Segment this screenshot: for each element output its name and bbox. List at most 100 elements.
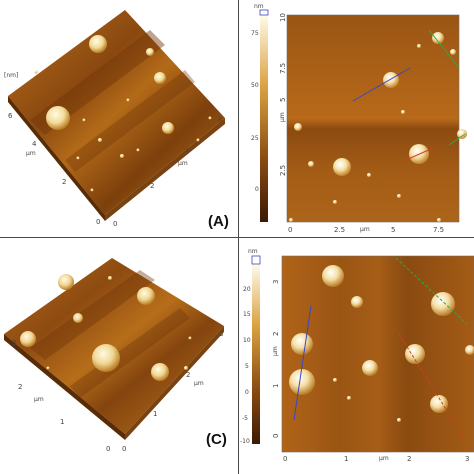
particle	[46, 106, 70, 130]
panel-a-y-tick: 0	[96, 218, 101, 226]
panel-d-colorbar-tick: 15	[243, 311, 251, 318]
panel-d-y-tick: 0	[272, 433, 280, 438]
particle	[308, 161, 314, 167]
surface-stripe	[65, 70, 195, 172]
panel-c-y-tick: 3	[12, 339, 17, 347]
panel-c-3d-afm: 3 2 μm 1 0 0 1 2 μm 3 (C)	[0, 238, 238, 474]
surface-edge-right	[125, 326, 224, 440]
panel-d-2d-afm: nm 20 15 10 5 0 -5 -10 3 2 μm 1 0 0 1 μm…	[239, 238, 474, 474]
colorbar-b-cap	[259, 9, 269, 16]
panel-a-y-tick: 4	[32, 140, 37, 148]
measurement-line	[352, 67, 411, 102]
panel-a-label: (A)	[208, 213, 229, 230]
afm-2d-image-b	[259, 9, 467, 223]
surface-edge-right	[105, 118, 225, 221]
particle	[184, 366, 188, 370]
panel-d-x-tick: 1	[344, 455, 349, 463]
panel-a-z-label: [nm]	[4, 72, 19, 79]
panel-d-x-tick: 3	[465, 455, 470, 463]
particle	[73, 313, 83, 323]
particle	[20, 331, 36, 347]
panel-b-y-tick: 7.5	[279, 62, 287, 74]
particle	[431, 292, 455, 316]
measurement-line	[405, 147, 434, 161]
particle	[333, 200, 337, 204]
afm-image-d-frame	[281, 255, 474, 453]
particle	[151, 363, 169, 381]
particle	[351, 296, 363, 308]
surface-edge-left	[4, 334, 125, 440]
particle	[46, 366, 50, 370]
afm-3d-surface-a	[8, 10, 225, 221]
panel-a-y-tick: 6	[8, 112, 13, 120]
measurement-line	[395, 257, 468, 325]
panel-c-x-tick: 2	[186, 371, 191, 379]
afm-3d-surface-c	[4, 258, 224, 440]
panel-d-x-tick: 2	[407, 455, 412, 463]
measurement-line	[398, 333, 465, 439]
panel-d-y-tick: 2	[272, 331, 280, 336]
afm-image-b	[287, 15, 459, 222]
afm-image-d	[282, 256, 474, 452]
particle	[188, 336, 192, 340]
surface-plane	[4, 258, 224, 434]
measurement-line	[448, 133, 466, 146]
particle	[289, 218, 293, 222]
panel-c-y-tick: 1	[60, 418, 65, 426]
particle	[89, 35, 107, 53]
panel-c-y-unit: μm	[34, 396, 44, 403]
panel-b-colorbar-tick: 25	[251, 135, 259, 142]
panel-d-colorbar-tick: -5	[242, 415, 248, 422]
colorbar-b	[260, 15, 268, 222]
panel-b-y-unit: μm	[279, 112, 286, 122]
particle	[82, 118, 86, 122]
particle	[465, 345, 474, 355]
panel-a-x-tick: 2	[150, 182, 155, 190]
particle	[347, 396, 351, 400]
particle	[98, 138, 102, 142]
particle	[76, 156, 80, 160]
panel-c-x-tick: 3	[219, 330, 224, 338]
panel-d-x-unit: μm	[379, 455, 389, 462]
surface-stripe	[70, 308, 190, 398]
particle	[136, 148, 140, 152]
particle	[457, 129, 467, 139]
afm-2d-image-d	[251, 255, 474, 453]
particle	[405, 344, 425, 364]
measurement-line	[293, 305, 312, 421]
horizontal-divider	[0, 237, 474, 238]
particle	[90, 188, 94, 192]
panel-a-x-tick: 4	[185, 147, 190, 155]
particle	[397, 418, 401, 422]
panel-a-3d-afm: [nm] 6 4 μm 2 0 0 2 4 μm 6 (A)	[0, 0, 238, 237]
particle	[108, 276, 112, 280]
panel-a-x-tick: 0	[113, 220, 118, 228]
particle	[367, 173, 371, 177]
particle	[430, 395, 448, 413]
particle	[289, 369, 315, 395]
panel-b-colorbar-tick: 50	[251, 82, 259, 89]
panel-d-colorbar-tick: -10	[240, 438, 250, 445]
afm-image-b-frame	[286, 14, 460, 223]
surface-edge-left	[8, 96, 105, 221]
particle	[146, 48, 154, 56]
panel-c-x-tick: 1	[153, 410, 158, 418]
surface-stripe	[30, 270, 155, 360]
colorbar-d	[252, 264, 260, 444]
particle	[162, 122, 174, 134]
panel-b-x-tick: 5	[391, 226, 396, 234]
panel-a-x-tick: 6	[218, 116, 223, 124]
panel-d-y-tick: 3	[272, 279, 280, 284]
particle	[437, 218, 441, 222]
panel-b-y-tick: 5	[279, 97, 287, 102]
panel-c-x-tick: 0	[122, 445, 127, 453]
particle	[362, 360, 378, 376]
panel-a-x-unit: μm	[178, 160, 188, 167]
panel-c-x-unit: μm	[194, 380, 204, 387]
particle	[294, 123, 302, 131]
particle	[58, 274, 74, 290]
panel-d-x-tick: 0	[283, 455, 288, 463]
particle	[397, 194, 401, 198]
particle	[333, 378, 337, 382]
panel-d-colorbar-unit: nm	[248, 248, 258, 255]
